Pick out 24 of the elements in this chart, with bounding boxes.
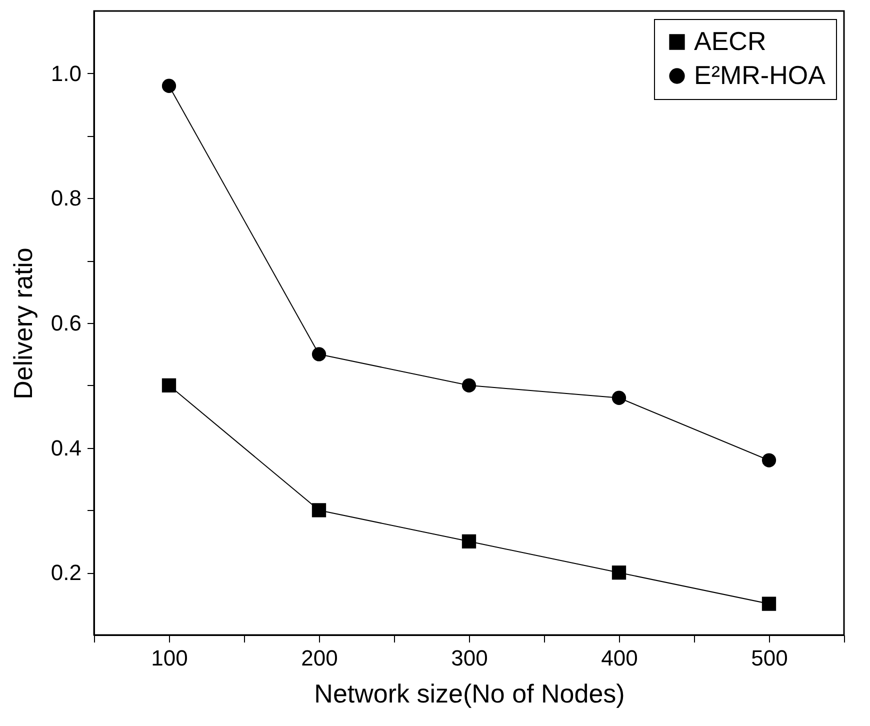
point [462,378,476,392]
x-tick-label: 100 [151,646,188,670]
y-tick-label: 0.4 [50,435,82,460]
point [312,347,326,362]
x-tick-label: 500 [751,646,788,670]
x-tick-label: 200 [301,646,338,670]
point [762,596,776,611]
y-axis-title: Delivery ratio [8,248,38,400]
point [162,378,176,392]
point [162,78,176,93]
legend-label: E²MR-HOA [694,60,826,90]
point [312,503,326,518]
point [612,390,626,405]
point [762,453,776,468]
legend-label: AECR [694,26,766,56]
point [612,566,626,580]
point [462,534,476,548]
x-tick-label: 400 [601,646,638,670]
x-axis-title: Network size(No of Nodes) [314,678,625,708]
x-tick-label: 300 [451,646,488,670]
y-tick-label: 0.2 [50,560,82,586]
y-tick-label: 1.0 [50,60,82,86]
y-tick-label: 0.6 [50,310,82,336]
y-tick-label: 0.8 [50,186,82,211]
